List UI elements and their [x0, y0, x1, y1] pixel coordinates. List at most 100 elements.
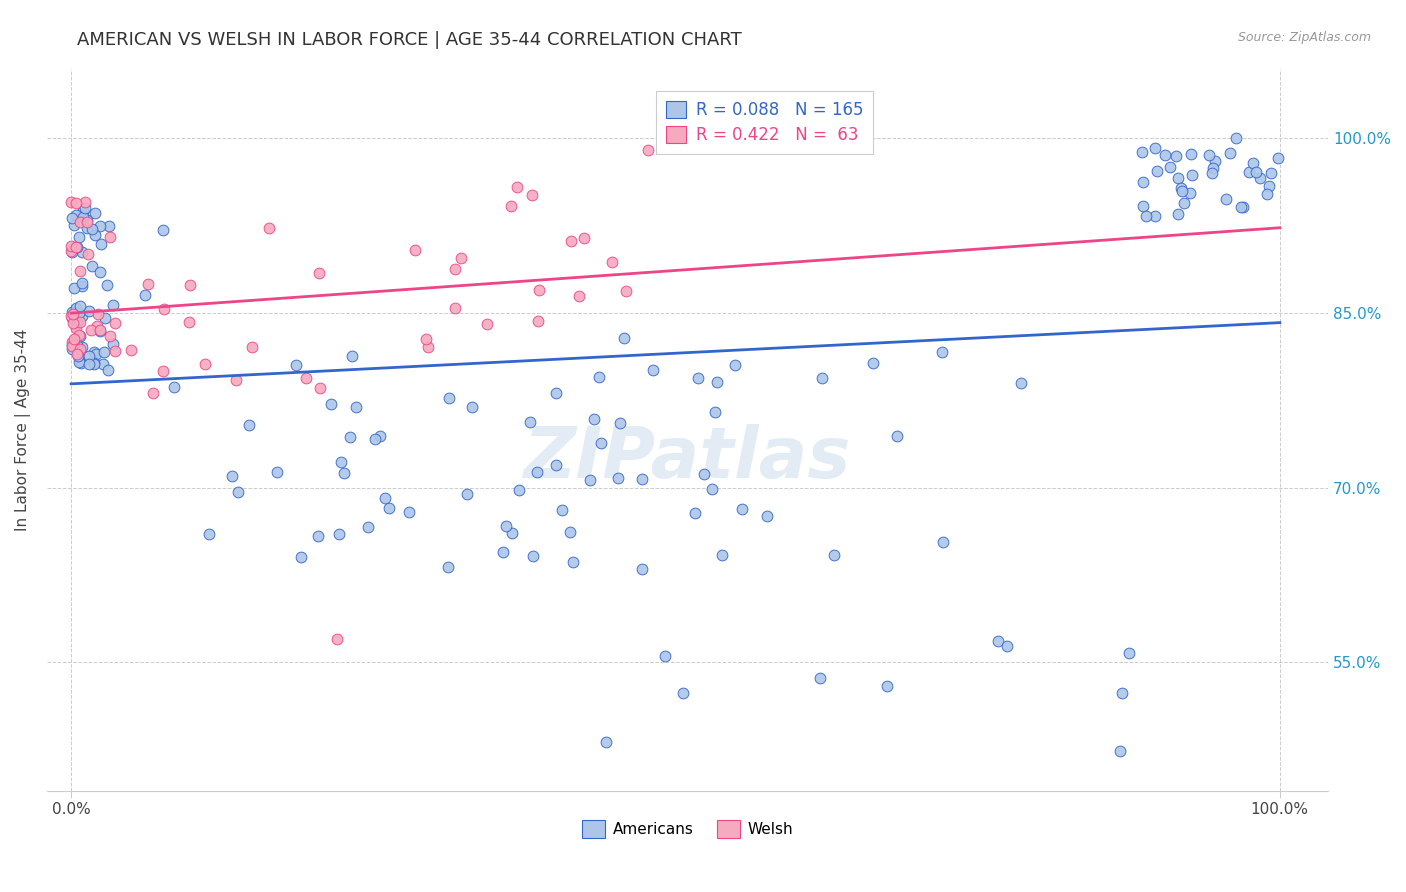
- Point: [1143, 209, 1166, 223]
- Point: [1108, 744, 1130, 758]
- Point: [72, 203, 94, 218]
- Point: [98, 230, 121, 244]
- Point: [83, 357, 105, 371]
- Point: [808, 672, 831, 686]
- Point: [710, 548, 733, 562]
- Point: [700, 483, 723, 497]
- Point: [93, 345, 115, 359]
- Point: [86, 319, 108, 334]
- Point: [77, 303, 100, 318]
- Point: [551, 503, 574, 517]
- Point: [876, 679, 898, 693]
- Point: [84, 347, 107, 361]
- Point: [731, 501, 754, 516]
- Point: [436, 560, 458, 574]
- Point: [444, 301, 467, 315]
- Point: [1267, 151, 1289, 165]
- Point: [308, 266, 330, 280]
- Point: [69, 329, 91, 343]
- Point: [1241, 156, 1264, 170]
- Point: [1219, 146, 1241, 161]
- Point: [63, 333, 86, 347]
- Point: [562, 555, 585, 569]
- Point: [1010, 376, 1032, 390]
- Point: [886, 429, 908, 443]
- Point: [69, 342, 91, 356]
- Point: [62, 307, 84, 321]
- Point: [1204, 154, 1226, 169]
- Point: [588, 370, 610, 384]
- Point: [522, 549, 544, 563]
- Point: [1181, 168, 1204, 182]
- Point: [80, 222, 103, 236]
- Point: [67, 230, 90, 244]
- Point: [77, 350, 100, 364]
- Text: AMERICAN VS WELSH IN LABOR FORCE | AGE 35-44 CORRELATION CHART: AMERICAN VS WELSH IN LABOR FORCE | AGE 3…: [77, 31, 742, 49]
- Point: [932, 535, 955, 549]
- Point: [60, 211, 83, 226]
- Point: [461, 400, 484, 414]
- Point: [70, 356, 93, 370]
- Point: [339, 430, 361, 444]
- Point: [307, 529, 329, 543]
- Point: [1198, 148, 1220, 162]
- Point: [672, 686, 695, 700]
- Point: [152, 222, 174, 236]
- Point: [73, 202, 96, 216]
- Point: [1171, 184, 1194, 198]
- Point: [544, 458, 567, 472]
- Point: [583, 411, 606, 425]
- Point: [1257, 179, 1279, 194]
- Point: [755, 508, 778, 523]
- Point: [823, 548, 845, 562]
- Point: [60, 334, 83, 349]
- Point: [65, 195, 87, 210]
- Point: [1159, 160, 1181, 174]
- Y-axis label: In Labor Force | Age 35-44: In Labor Force | Age 35-44: [15, 328, 31, 531]
- Point: [89, 324, 111, 338]
- Point: [1135, 209, 1157, 223]
- Point: [89, 219, 111, 233]
- Point: [1230, 200, 1253, 214]
- Point: [862, 356, 884, 370]
- Point: [65, 316, 87, 330]
- Point: [328, 527, 350, 541]
- Point: [66, 349, 89, 363]
- Point: [104, 344, 127, 359]
- Point: [1201, 166, 1223, 180]
- Point: [69, 315, 91, 329]
- Point: [177, 315, 200, 329]
- Point: [508, 483, 530, 497]
- Point: [290, 549, 312, 564]
- Point: [1130, 145, 1153, 160]
- Point: [1167, 170, 1189, 185]
- Point: [67, 354, 90, 368]
- Point: [75, 194, 97, 209]
- Point: [60, 310, 83, 325]
- Point: [1173, 196, 1195, 211]
- Point: [60, 244, 83, 258]
- Point: [1111, 686, 1133, 700]
- Point: [93, 357, 115, 371]
- Point: [63, 338, 86, 352]
- Point: [578, 473, 600, 487]
- Point: [221, 469, 243, 483]
- Point: [404, 244, 426, 258]
- Point: [1132, 175, 1154, 189]
- Point: [65, 301, 87, 315]
- Point: [84, 206, 107, 220]
- Point: [416, 340, 439, 354]
- Point: [437, 392, 460, 406]
- Point: [295, 371, 318, 385]
- Point: [450, 252, 472, 266]
- Point: [65, 208, 87, 222]
- Point: [995, 639, 1018, 653]
- Point: [142, 386, 165, 401]
- Point: [76, 212, 98, 227]
- Point: [1164, 149, 1187, 163]
- Point: [1144, 141, 1167, 155]
- Point: [374, 491, 396, 505]
- Point: [444, 262, 467, 277]
- Point: [340, 349, 363, 363]
- Point: [456, 487, 478, 501]
